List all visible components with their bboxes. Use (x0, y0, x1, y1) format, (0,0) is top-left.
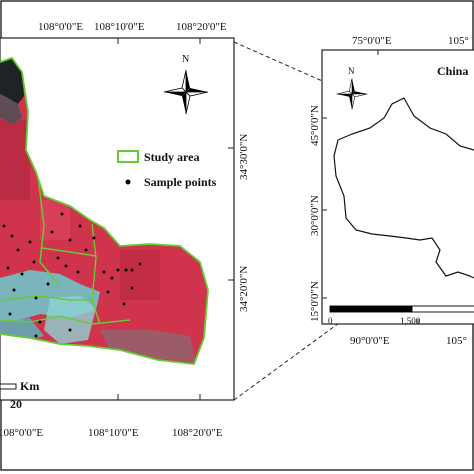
left-scalebar-value: 20 (10, 397, 22, 411)
inset-north-arrow-icon (336, 78, 368, 110)
vegetation-dark-patch (120, 250, 160, 300)
study-area-boundary (0, 56, 209, 365)
urban-area (44, 296, 96, 344)
legend-study-area-label: Study area (144, 150, 199, 164)
inset-bottom-lon-label: 105° (446, 335, 467, 347)
sample-point (130, 286, 134, 290)
sample-point (2, 224, 6, 228)
sample-point (8, 312, 12, 316)
sample-point (130, 268, 134, 272)
top-lon-label: 108°20'0"E (176, 21, 227, 33)
bottom-lon-label: 108°20'0"E (172, 427, 223, 439)
mountain-area (0, 94, 22, 124)
sample-point (78, 224, 82, 228)
china-outline (333, 97, 474, 279)
sample-point (50, 230, 54, 234)
inset-top-lon-label: 75°0'0"E (352, 35, 392, 47)
legend-study-area-swatch (117, 150, 139, 163)
district-boundary (41, 247, 97, 257)
sample-point (12, 288, 16, 292)
sample-point (106, 290, 110, 294)
sample-point (68, 328, 72, 332)
mountain-foothill-strip (100, 330, 196, 362)
sample-point (20, 272, 24, 276)
legend-sample-points-label: Sample points (144, 175, 217, 189)
vegetation-dark-patch (0, 120, 30, 200)
inset-left-lat-label: 30°0'0"N (309, 195, 321, 236)
sample-point (16, 248, 20, 252)
sample-point (10, 234, 14, 238)
district-boundary (91, 223, 101, 325)
sample-point (124, 268, 128, 272)
inset-bottom-lon-label: 90°0'0"E (350, 335, 390, 347)
urban-area (0, 318, 44, 340)
sample-points (2, 212, 142, 338)
right-graticule-ticks (322, 50, 419, 324)
sample-point (34, 296, 38, 300)
inset-scalebar-tick: 0 (328, 316, 333, 326)
north-arrow-icon (163, 69, 209, 115)
sample-point (138, 262, 142, 266)
sample-point (102, 270, 106, 274)
sample-point (56, 256, 60, 260)
inset-north-label: N (348, 66, 355, 76)
sample-point (34, 334, 38, 338)
top-lon-label: 108°10'0"E (94, 21, 145, 33)
district-boundary (0, 315, 131, 325)
sample-point (64, 264, 68, 268)
sample-point (38, 320, 42, 324)
vegetation-dark-patch (40, 200, 70, 240)
inset-top-lon-label: 105° (448, 35, 469, 47)
left-scalebar-unit: Km (20, 379, 39, 393)
sample-point (116, 268, 120, 272)
sample-point (46, 282, 50, 286)
inset-left-lat-label: 45°0'0"N (309, 105, 321, 146)
left-scalebar: Km 20 (0, 379, 39, 411)
inset-title: China (437, 64, 468, 78)
sample-point (110, 276, 114, 280)
bottom-lon-label: 108°0'0"E (0, 427, 43, 439)
bottom-lon-label: 108°10'0"E (88, 427, 139, 439)
sample-point (76, 270, 80, 274)
sample-point (92, 236, 96, 240)
district-boundary (0, 295, 92, 301)
right-lat-label: 34°30'0"N (238, 134, 250, 180)
right-map: N China 0 1,500 75°0'0"E 105° 90°0'0"E 1… (309, 35, 474, 347)
inset-scalebar-tick: 1,500 (400, 316, 421, 326)
graticule-ticks (117, 38, 234, 400)
sample-point (122, 302, 126, 306)
right-lat-label: 34°20'0"N (238, 266, 250, 312)
inset-left-lat-label: 15°0'0"N (309, 281, 321, 322)
sample-point (32, 260, 36, 264)
district-boundary (37, 175, 61, 287)
sample-point (68, 238, 72, 242)
sample-point (60, 212, 64, 216)
legend: Study area Sample points (117, 150, 217, 189)
top-lon-label: 108°0'0"E (38, 21, 83, 33)
sample-point (28, 240, 32, 244)
legend-sample-point-marker (125, 179, 131, 185)
mountain-area (0, 58, 24, 104)
north-label: N (182, 54, 189, 65)
right-map-frame (321, 49, 474, 325)
left-map: 108°0'0"E 108°10'0"E 108°20'0"E 108°0'0"… (0, 21, 250, 439)
inset-scalebar: 0 1,500 (328, 305, 474, 326)
sample-point (6, 266, 10, 270)
sample-point (84, 248, 88, 252)
